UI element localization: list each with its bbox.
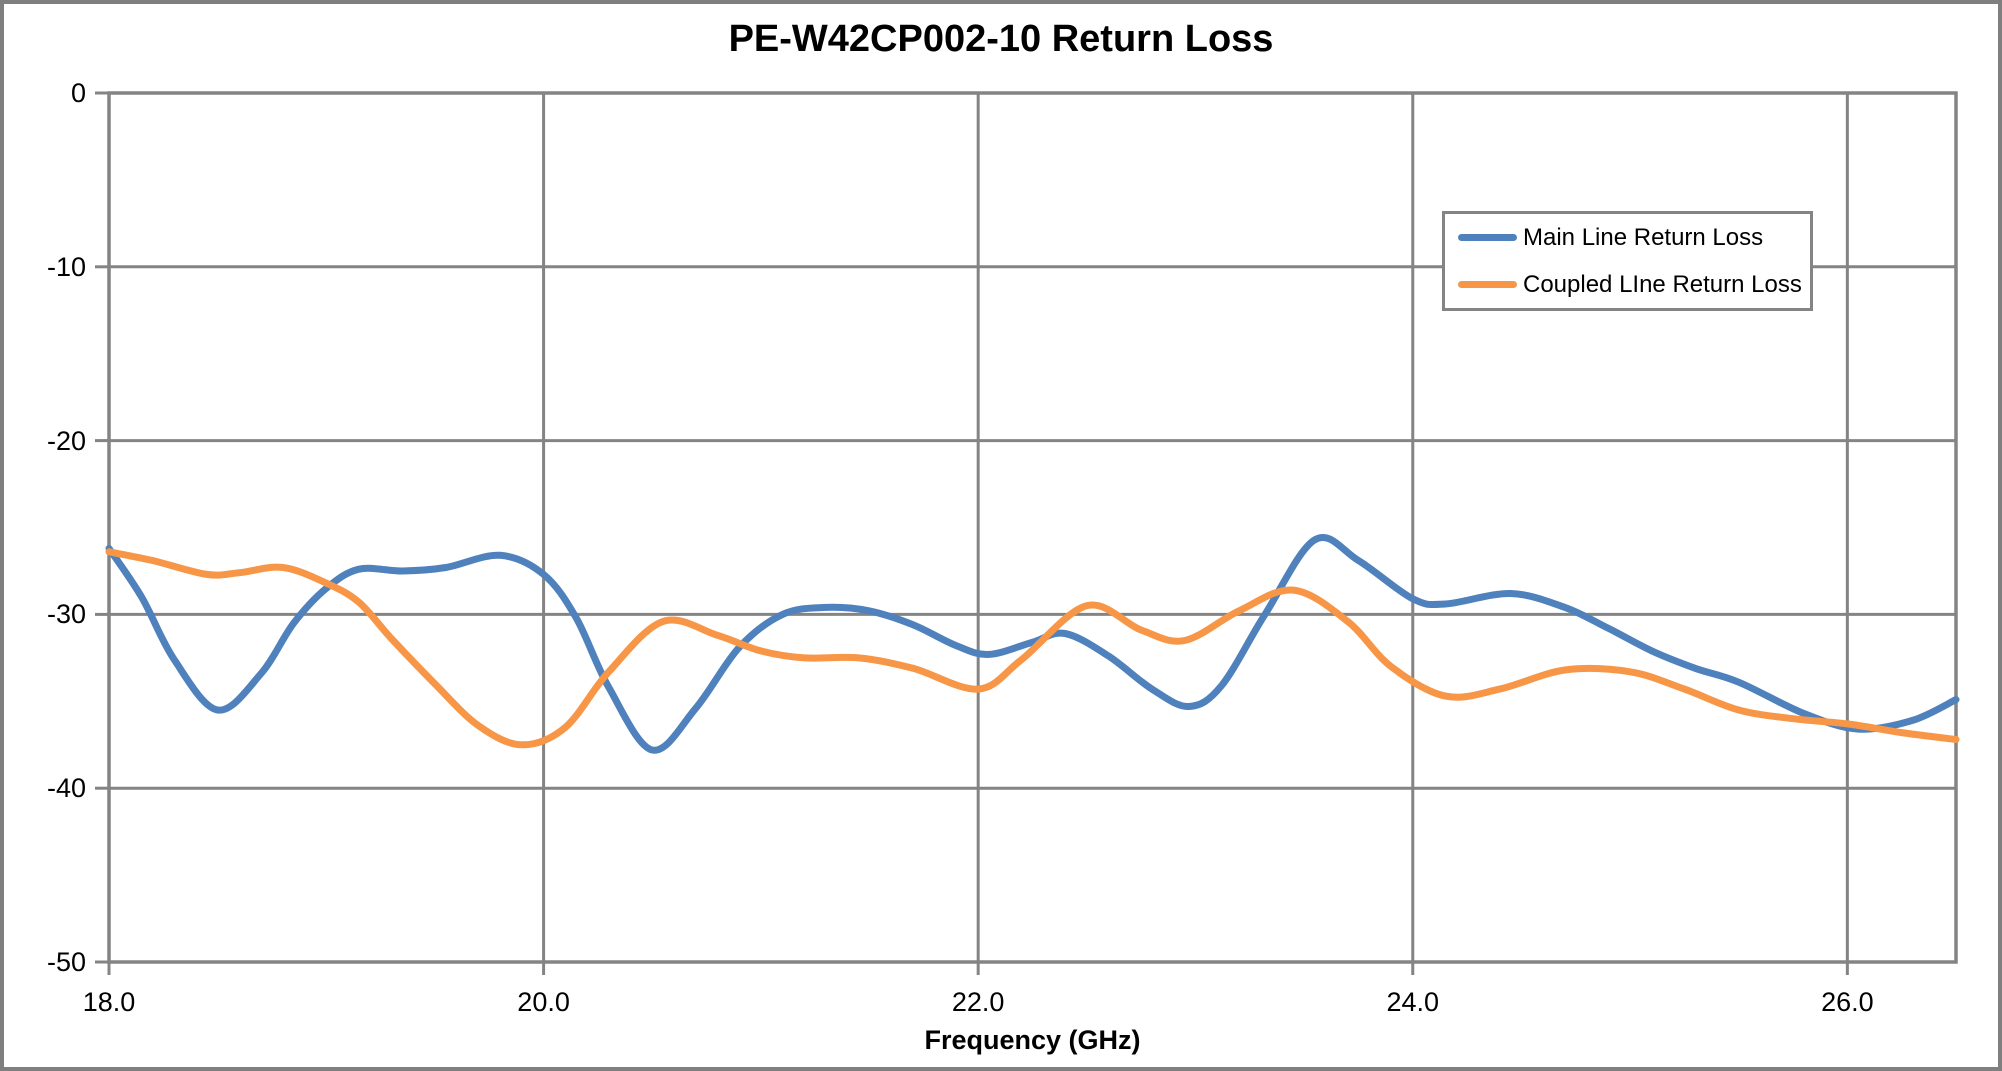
legend: Main Line Return Loss Coupled LIne Retur… [1442,211,1813,311]
x-tick-label: 18.0 [82,987,136,1017]
y-tick-label: -40 [46,773,86,804]
y-tick-label: -50 [46,947,86,977]
legend-entry-main-line: Main Line Return Loss [1445,214,1810,261]
x-tick-label: 22.0 [951,987,1005,1017]
plot-area [95,91,1960,975]
series-line-main-line-return-loss [105,534,1960,754]
x-tick-label: 26.0 [1821,987,1874,1017]
y-tick-label: -30 [46,599,86,630]
y-tick-label: -20 [46,425,86,456]
legend-label-main-line: Main Line Return Loss [1523,223,1764,251]
main-line-series-swatch-icon [1458,234,1517,241]
x-axis-title: Frequency (GHz) [924,1025,1141,1055]
coupled-line-series-swatch-icon [1458,281,1517,288]
y-tick-label: 0 [70,78,86,108]
x-tick-label: 20.0 [517,987,570,1017]
plot-border [107,91,1958,964]
legend-entry-coupled-line: Coupled LIne Return Loss [1445,261,1810,308]
legend-label-coupled-line: Coupled LIne Return Loss [1523,270,1802,298]
series-line-coupled-line-return-loss [105,548,1960,749]
x-tick-label: 24.0 [1386,987,1440,1017]
y-tick-label: -10 [46,251,86,282]
chart-title: PE-W42CP002-10 Return Loss [728,18,1274,60]
